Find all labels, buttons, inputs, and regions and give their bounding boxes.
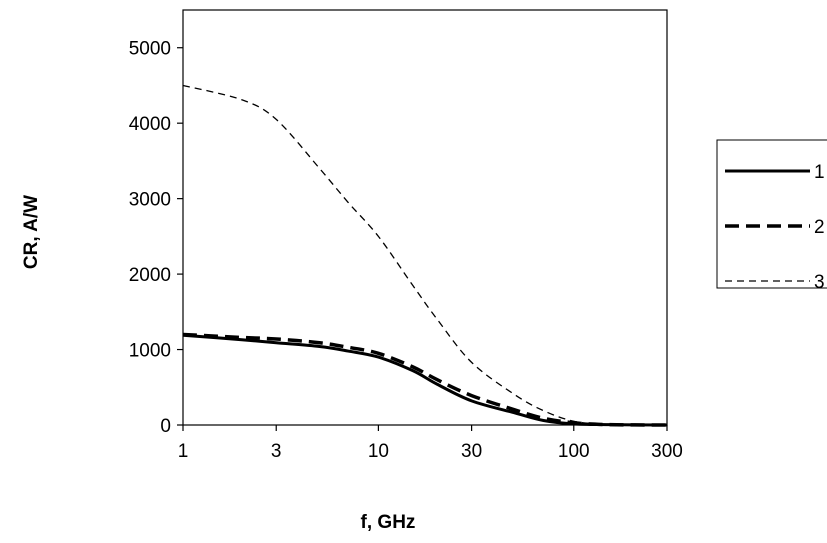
- y-tick-label: 1000: [129, 341, 171, 362]
- legend-box: [716, 139, 827, 289]
- x-tick-label: 3: [271, 441, 282, 462]
- series-line-1: [182, 333, 668, 427]
- x-tick-label: 100: [558, 441, 590, 462]
- legend: 1 2 3: [716, 139, 827, 293]
- y-axis: 0 1000 2000 3000 4000 5000: [129, 39, 183, 437]
- x-tick-label: 10: [368, 441, 389, 462]
- x-tick-label: 1: [178, 441, 189, 462]
- y-axis-title: CR, A/W: [21, 195, 42, 269]
- y-tick-label: 2000: [129, 265, 171, 286]
- y-tick-label: 4000: [129, 114, 171, 135]
- y-tick-label: 0: [160, 416, 171, 437]
- series-line-2: [182, 332, 668, 427]
- y-tick-label: 5000: [129, 39, 171, 60]
- legend-label-1: 1: [814, 162, 825, 183]
- x-tick-label: 30: [461, 441, 482, 462]
- series-group: [182, 84, 668, 427]
- series-line-3: [182, 84, 668, 426]
- x-tick-label: 300: [651, 441, 683, 462]
- y-tick-label: 3000: [129, 190, 171, 211]
- legend-label-2: 2: [814, 217, 825, 238]
- legend-label-3: 3: [814, 272, 825, 293]
- x-axis-title: f, GHz: [361, 512, 416, 533]
- x-axis: 1 3 10 30 100 300: [178, 425, 683, 462]
- plot-area-frame: [182, 9, 668, 426]
